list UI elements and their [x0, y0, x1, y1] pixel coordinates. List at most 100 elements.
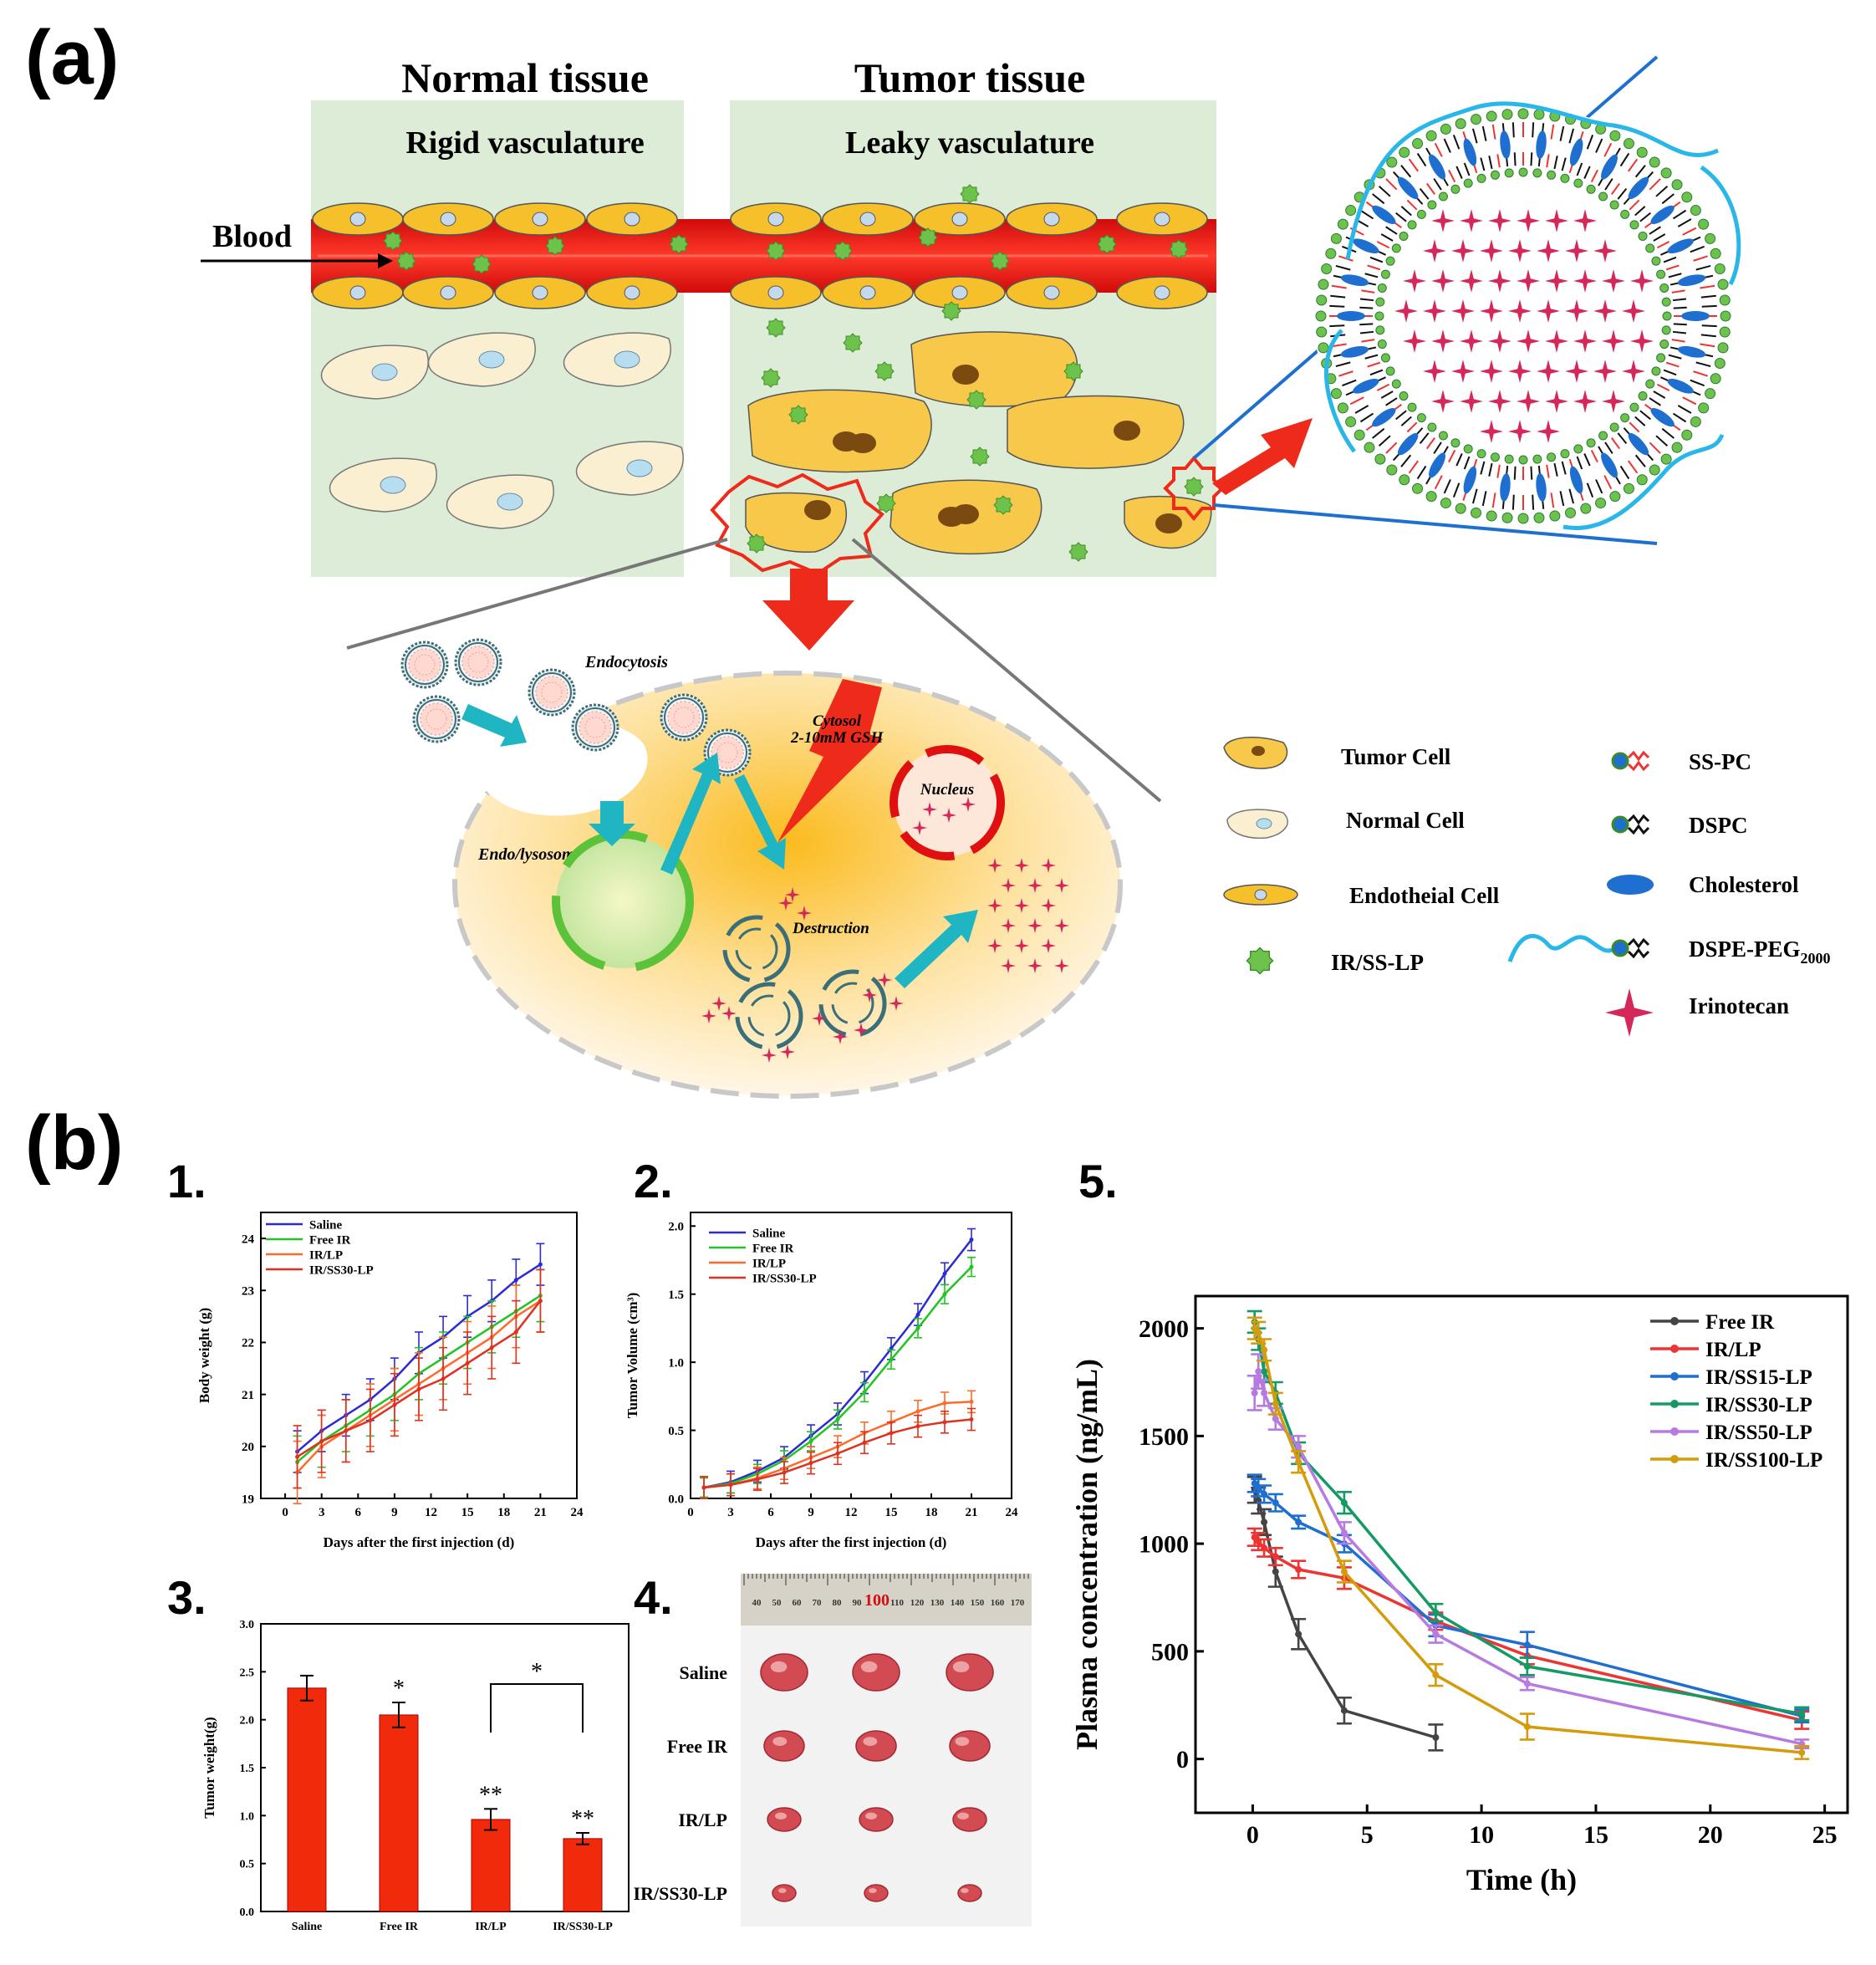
y-tick-label: 1000: [1139, 1531, 1189, 1559]
data-point: [1295, 1631, 1302, 1638]
data-point: [1798, 1748, 1806, 1756]
legend-dspc: DSPC: [1689, 813, 1748, 838]
data-point: [1295, 1566, 1302, 1574]
x-tick-label: 24: [571, 1506, 584, 1519]
legend-label: Free IR: [752, 1242, 793, 1255]
data-point: [1272, 1553, 1279, 1560]
data-point: [489, 1345, 494, 1350]
plot-frame: [1194, 1294, 1849, 1814]
y-tick-label: 2.0: [668, 1221, 684, 1234]
x-tick-label: 25: [1812, 1821, 1838, 1849]
sub-label-5: 5.: [1078, 1155, 1118, 1207]
tumor-specimen: [763, 1730, 805, 1762]
tumor-tissue-title: Tumor tissue: [854, 54, 1085, 101]
x-axis-label: Days after the first injection (d): [324, 1534, 515, 1550]
data-point: [969, 1238, 974, 1243]
legend-cholesterol-icon: [1607, 875, 1654, 895]
data-point: [782, 1470, 787, 1475]
ir-ss-lp-particle: [990, 251, 1010, 271]
x-axis-label: Days after the first injection (d): [756, 1534, 947, 1550]
pathway-arrow: [461, 704, 527, 747]
x-tick-label: 6: [767, 1506, 774, 1519]
legend-normal-cell: Normal Cell: [1346, 808, 1465, 833]
plot-frame: [260, 1212, 578, 1499]
ruler-number: 100: [864, 1591, 890, 1610]
photo-row-label: IR/SS30-LP: [634, 1883, 727, 1904]
ruler-number: 160: [991, 1598, 1005, 1608]
data-point: [538, 1262, 543, 1267]
tumor-photo: 40 50 60 70 80 90 100 110 120 130 140 150 160 170 Sal…: [634, 1574, 1032, 1927]
y-axis-label: Body weight (g): [196, 1308, 212, 1403]
normal-cells: [320, 332, 684, 529]
panel-label-a: (a): [25, 15, 119, 100]
ir-ss-lp-particle: [747, 533, 767, 554]
ir-ss-lp-particle: [1097, 234, 1117, 254]
mini-liposome: [454, 638, 502, 686]
tumor-specimen: [772, 1884, 797, 1902]
data-point: [1261, 1368, 1268, 1376]
cell-interior-diagram: Endocytosis Endo/lysosome Cytosol 2-10mM…: [400, 638, 1123, 1099]
ruler-number: 150: [971, 1598, 985, 1608]
ruler-number: 130: [930, 1598, 945, 1608]
legend-label: IR/SS15-LP: [1705, 1366, 1812, 1389]
data-point: [915, 1325, 920, 1330]
y-tick-label: 19: [242, 1493, 254, 1506]
bracket-mark: *: [531, 1659, 543, 1685]
legend-label: IR/SS30-LP: [1705, 1394, 1812, 1416]
legend-normal-cell-icon: [1226, 809, 1288, 840]
category-label: Saline: [292, 1921, 323, 1933]
y-tick-label: 1500: [1139, 1423, 1189, 1451]
y-axis-label: Tumor Volume (cm³): [624, 1293, 640, 1419]
endocytosis-label: Endocytosis: [584, 653, 668, 671]
data-point: [1251, 1324, 1258, 1332]
tumor-specimen: [859, 1807, 894, 1832]
legend-label: Free IR: [1705, 1311, 1775, 1334]
y-tick-label: 0.5: [668, 1425, 684, 1438]
legend-label: IR/LP: [1705, 1339, 1761, 1361]
cytosol-label: Cytosol: [813, 712, 862, 730]
x-tick-label: 0: [282, 1506, 288, 1519]
ir-ss-lp-particle: [766, 241, 786, 261]
rigid-vasculature-label: Rigid vasculature: [405, 125, 644, 161]
ir-ss-lp-particle: [1063, 361, 1083, 381]
y-tick-label: 0.0: [668, 1493, 684, 1506]
data-point: [295, 1454, 300, 1459]
y-tick-label: 3.0: [240, 1619, 255, 1631]
legend-tumor-cell: Tumor Cell: [1341, 744, 1451, 769]
legend-cholesterol: Cholesterol: [1689, 872, 1799, 897]
plot-frame: [690, 1212, 1012, 1499]
destroyed-liposome: [818, 969, 887, 1038]
endothelial-cells: [312, 202, 1208, 309]
x-tick-label: 21: [966, 1506, 978, 1519]
x-tick-label: 15: [1583, 1821, 1608, 1849]
legend-ss-pc: SS-PC: [1689, 749, 1751, 774]
x-axis-label: Time (h): [1466, 1863, 1577, 1896]
data-point: [808, 1461, 813, 1466]
y-tick-label: 20: [242, 1441, 254, 1454]
data-point: [755, 1477, 760, 1482]
ir-ss-lp-particle: [1184, 477, 1204, 497]
y-tick-label: 2000: [1139, 1315, 1189, 1343]
data-point: [513, 1278, 518, 1283]
data-point: [1251, 1389, 1258, 1396]
y-tick-label: 2.5: [240, 1666, 255, 1679]
pathway-arrow: [734, 774, 786, 870]
ruler-number: 50: [772, 1598, 783, 1608]
data-point: [1261, 1544, 1268, 1552]
legend-irinotecan-icon: [1605, 988, 1654, 1037]
blood-label: Blood: [212, 219, 292, 254]
legend-ir-ss-lp: IR/SS-LP: [1331, 950, 1424, 975]
red-arrow-down: [762, 569, 854, 651]
data-point: [808, 1439, 813, 1444]
ir-ss-lp-particle: [669, 234, 689, 254]
data-point: [1523, 1662, 1531, 1670]
data-point: [942, 1271, 947, 1276]
ir-ss-lp-particle: [761, 368, 781, 388]
data-point: [538, 1299, 543, 1304]
data-point: [942, 1420, 947, 1425]
x-tick-label: 10: [1469, 1821, 1494, 1849]
tumor-cell: [910, 331, 1078, 407]
legend-label: IR/SS100-LP: [1705, 1449, 1822, 1472]
ruler-number: 40: [752, 1598, 762, 1608]
x-tick-label: 12: [425, 1506, 437, 1519]
